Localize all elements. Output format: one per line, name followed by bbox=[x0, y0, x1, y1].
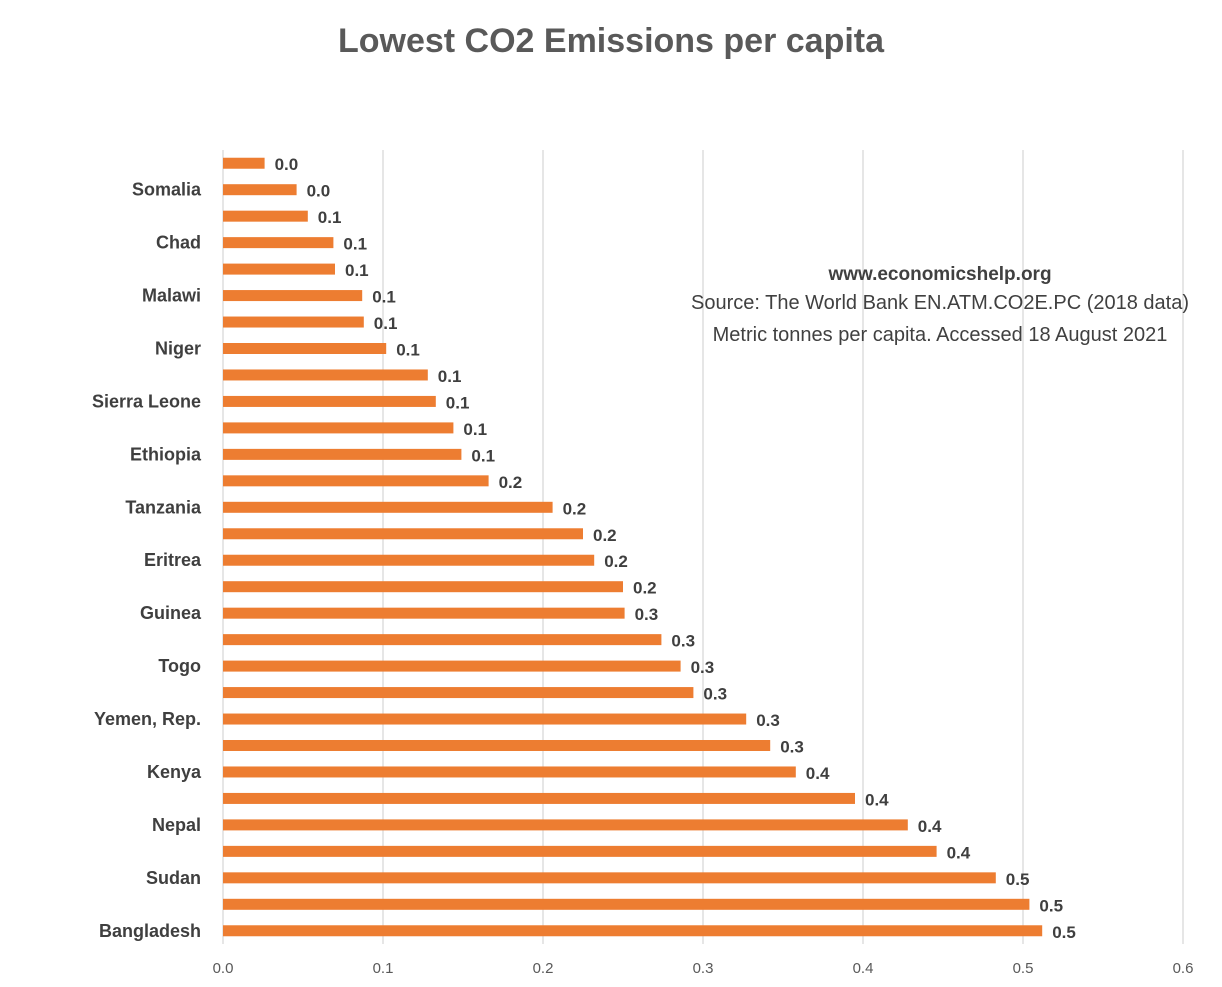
data-label: 0.1 bbox=[374, 314, 398, 333]
category-label: Guinea bbox=[140, 603, 202, 623]
data-label: 0.2 bbox=[633, 579, 657, 598]
category-label: Bangladesh bbox=[99, 921, 201, 941]
data-label: 0.5 bbox=[1006, 870, 1030, 889]
bar bbox=[223, 845, 937, 857]
bar bbox=[223, 316, 364, 328]
annotation-units: Metric tonnes per capita. Accessed 18 Au… bbox=[712, 324, 1168, 346]
data-label: 0.2 bbox=[563, 499, 587, 518]
category-label: Yemen, Rep. bbox=[94, 709, 201, 729]
data-label: 0.4 bbox=[947, 843, 971, 862]
gridlines bbox=[222, 150, 1184, 944]
bar bbox=[223, 343, 387, 354]
category-label: Malawi bbox=[142, 286, 201, 306]
bar bbox=[223, 395, 436, 407]
bar bbox=[223, 448, 462, 460]
data-label: 0.4 bbox=[918, 817, 942, 836]
category-label: Togo bbox=[158, 656, 201, 676]
data-label: 0.0 bbox=[275, 155, 299, 174]
bar bbox=[223, 422, 454, 434]
data-label: 0.5 bbox=[1052, 923, 1076, 942]
data-label: 0.1 bbox=[318, 208, 342, 227]
bar bbox=[223, 290, 363, 302]
x-tick-label: 0.0 bbox=[213, 960, 234, 977]
data-label: 0.1 bbox=[345, 261, 369, 280]
data-label: 0.2 bbox=[593, 526, 617, 545]
x-tick-label: 0.4 bbox=[853, 960, 874, 977]
category-label: Somalia bbox=[132, 180, 202, 200]
bar bbox=[223, 872, 996, 884]
bar bbox=[223, 475, 489, 487]
category-label: Ethiopia bbox=[130, 444, 202, 464]
data-label: 0.3 bbox=[756, 711, 780, 730]
bar bbox=[223, 819, 908, 831]
bar bbox=[223, 898, 1030, 910]
category-labels: Somalia Chad Malawi Niger Sierra Leone Ethiop… bbox=[92, 180, 202, 941]
category-label: Eritrea bbox=[144, 550, 202, 570]
data-label: 0.0 bbox=[307, 182, 331, 201]
category-label: Sierra Leone bbox=[92, 391, 201, 411]
annotation-source: Source: The World Bank EN.ATM.CO2E.PC (2… bbox=[691, 292, 1189, 314]
data-label: 0.1 bbox=[471, 446, 495, 465]
data-label: 0.4 bbox=[806, 764, 830, 783]
data-label: 0.1 bbox=[372, 288, 396, 307]
annotation-url: www.economicshelp.org bbox=[828, 264, 1052, 285]
category-label: Niger bbox=[155, 339, 201, 359]
data-labels: 0.00.00.10.10.10.10.10.10.10.10.10.10.20… bbox=[275, 155, 1076, 942]
data-label: 0.3 bbox=[703, 685, 727, 704]
x-tick-label: 0.5 bbox=[1013, 960, 1034, 977]
bar bbox=[223, 634, 662, 646]
bar bbox=[223, 766, 796, 778]
data-label: 0.1 bbox=[396, 341, 420, 360]
bar bbox=[223, 210, 308, 222]
x-tick-label: 0.2 bbox=[533, 960, 554, 977]
x-tick-label: 0.6 bbox=[1173, 960, 1194, 977]
chart-title: Lowest CO2 Emissions per capita bbox=[337, 22, 885, 60]
data-label: 0.3 bbox=[691, 658, 715, 677]
data-label: 0.2 bbox=[499, 473, 523, 492]
bar bbox=[223, 607, 625, 619]
bars bbox=[223, 157, 1043, 937]
x-tick-label: 0.3 bbox=[693, 960, 714, 977]
bar bbox=[223, 263, 335, 275]
data-label: 0.2 bbox=[604, 552, 628, 571]
bar bbox=[223, 237, 334, 249]
bar bbox=[223, 528, 583, 540]
category-label: Kenya bbox=[147, 762, 202, 782]
bar bbox=[223, 581, 623, 593]
data-label: 0.1 bbox=[446, 393, 470, 412]
bar bbox=[223, 792, 855, 804]
data-label: 0.3 bbox=[635, 605, 659, 624]
bar bbox=[223, 713, 747, 725]
x-axis-ticks: 0.0 0.1 0.2 0.3 0.4 0.5 0.6 bbox=[213, 960, 1194, 977]
bar bbox=[223, 660, 681, 672]
bar bbox=[223, 925, 1043, 937]
x-tick-label: 0.1 bbox=[373, 960, 394, 977]
category-label: Tanzania bbox=[125, 497, 202, 517]
category-label: Chad bbox=[156, 233, 201, 253]
bar bbox=[223, 687, 694, 699]
data-label: 0.1 bbox=[463, 420, 487, 439]
category-label: Sudan bbox=[146, 868, 201, 888]
bar bbox=[223, 740, 771, 751]
bar bbox=[223, 157, 265, 169]
data-label: 0.3 bbox=[671, 632, 695, 651]
bar bbox=[223, 554, 595, 566]
data-label: 0.5 bbox=[1039, 896, 1063, 915]
data-label: 0.1 bbox=[343, 235, 367, 254]
bar bbox=[223, 184, 297, 196]
bar bbox=[223, 501, 553, 513]
category-label: Nepal bbox=[152, 815, 201, 835]
data-label: 0.4 bbox=[865, 790, 889, 809]
data-label: 0.3 bbox=[780, 738, 804, 757]
data-label: 0.1 bbox=[438, 367, 462, 386]
bar bbox=[223, 369, 428, 381]
